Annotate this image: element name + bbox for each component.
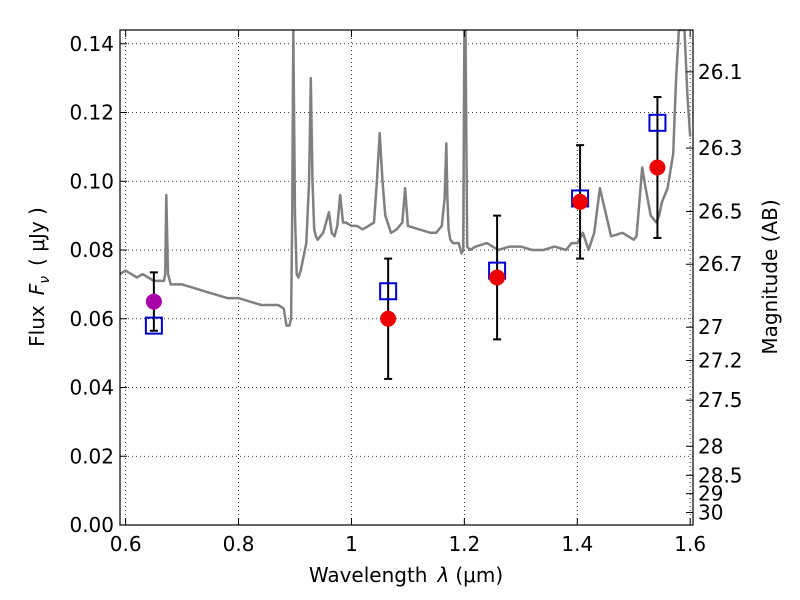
spectrum-line [120,30,692,327]
y-axis-label: Flux Fν ( μJy ) [25,207,53,347]
model-square-marker [144,316,163,335]
plot-marks [120,30,692,327]
y-tick-label: 0.00 [69,513,114,537]
right-tick-label: 27.2 [698,348,743,372]
x-tick-label: 1.2 [448,532,480,556]
x-axis-label-text: Wavelength [309,563,428,587]
right-tick-label: 28.5 [698,463,743,487]
y-tick-label: 0.02 [69,444,114,468]
x-tick-label: 0.8 [223,532,255,556]
x-tick-label: 1.6 [674,532,706,556]
observed-circle-marker [572,193,589,210]
model-square-marker [648,113,667,132]
x-axis-label-unit: (μm) [455,563,503,587]
x-axis-label-symbol: λ [437,563,450,587]
y-tick-label: 0.08 [69,238,114,262]
y-axis-label-text: Flux [25,305,49,347]
right-tick-label: 28 [698,434,723,458]
y-axis-label-symbol: F [25,283,49,295]
right-tick-label: 26.7 [698,252,743,276]
observed-circle-marker [649,159,666,176]
axis-ticks: 0.6 0.8 1 1.2 1.4 1.6 0.00 0.02 0.04 0.06 0.08 0.10… [69,30,743,556]
right-tick-label: 29 [698,482,723,506]
right-tick-label: 26.3 [698,136,743,160]
x-tick-label: 1 [345,532,358,556]
right-tick-label: 27.5 [698,388,743,412]
right-tick-label: 30 [698,501,723,525]
x-tick-label: 1.4 [561,532,593,556]
x-axis-label: Wavelength λ (μm) [309,563,503,587]
data-points [144,96,667,380]
y-tick-label: 0.10 [69,169,114,193]
grid [120,30,693,526]
y-tick-label: 0.06 [69,307,114,331]
y-axis-label-unit: ( μJy ) [25,207,49,266]
y-axis-label-subscript: ν [37,276,53,284]
observed-circle-marker [145,293,162,310]
plot-background [120,30,693,525]
plot-frame [119,29,694,526]
right-axis-label: Magnitude (AB) [758,199,782,354]
model-square-marker [379,282,398,301]
right-tick-label: 26.5 [698,199,743,223]
x-tick-label: 0.6 [110,532,142,556]
observed-circle-marker [489,269,506,286]
right-tick-label: 26.1 [698,60,743,84]
y-tick-label: 0.12 [69,101,114,125]
y-tick-label: 0.04 [69,376,114,400]
right-tick-label: 27 [698,315,723,339]
y-tick-label: 0.14 [69,32,114,56]
observed-circle-marker [380,310,397,327]
